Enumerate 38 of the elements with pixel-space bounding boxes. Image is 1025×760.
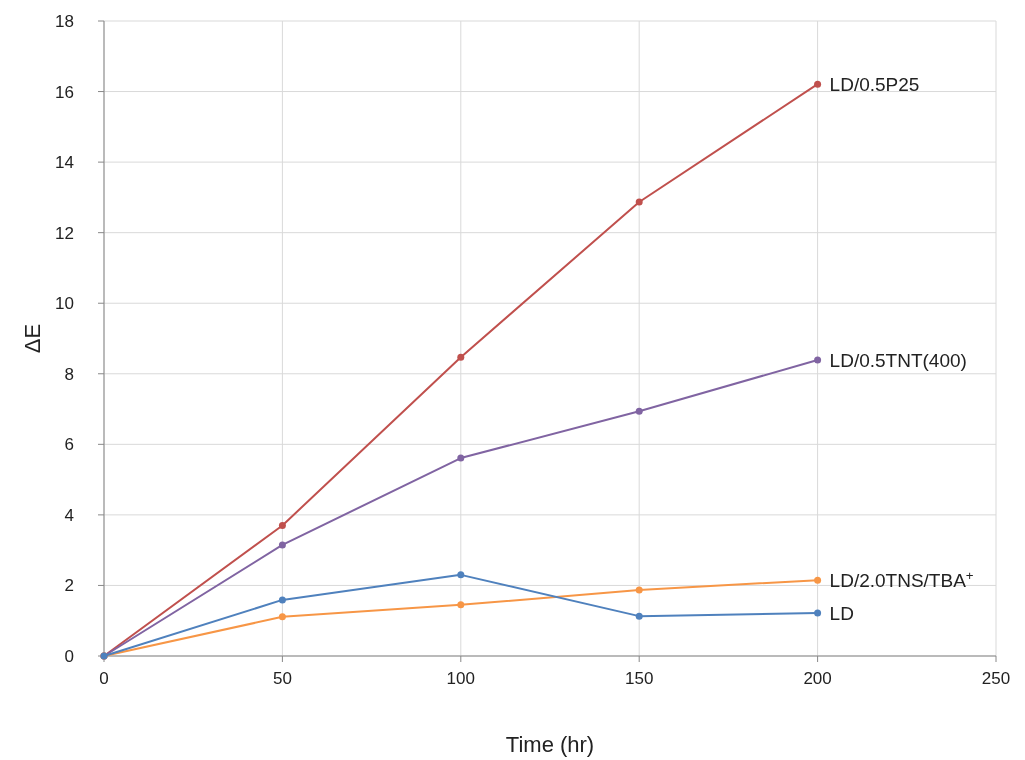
x-tick-label: 250 xyxy=(981,669,1011,688)
series-label: LD/0.5TNT(400) xyxy=(829,350,967,372)
y-tick-label: 12 xyxy=(55,223,74,243)
series-label: LD/2.0TNS/TBA$^{+}$ xyxy=(829,567,974,592)
point xyxy=(278,541,286,549)
y-tick-label: 6 xyxy=(64,435,74,455)
y-tick-label: 0 xyxy=(64,647,74,666)
series-label: LD xyxy=(829,602,854,624)
series-label: LD/0.5P25 xyxy=(829,74,920,96)
point xyxy=(457,601,465,609)
point xyxy=(457,454,465,462)
y-tick-label: 16 xyxy=(55,82,74,102)
point xyxy=(278,613,286,621)
y-tick-label: 2 xyxy=(64,576,74,596)
y-tick-label: 4 xyxy=(64,505,74,525)
y-tick-label: 10 xyxy=(55,294,74,314)
x-tick-label: 0 xyxy=(99,669,109,688)
x-tick-label: 150 xyxy=(625,669,654,688)
point xyxy=(635,198,643,206)
point xyxy=(457,571,465,579)
y-axis-title: ΔE xyxy=(20,323,45,354)
point xyxy=(278,521,286,529)
point xyxy=(457,353,465,361)
x-tick-label: 100 xyxy=(446,669,475,688)
point xyxy=(814,80,822,88)
point xyxy=(635,586,643,594)
point xyxy=(278,596,286,604)
y-tick-label: 18 xyxy=(55,12,74,31)
y-tick-label: 14 xyxy=(55,153,74,173)
x-tick-label: 200 xyxy=(803,669,832,688)
point xyxy=(814,356,822,364)
y-tick-label: 8 xyxy=(64,364,74,384)
x-tick-label: 50 xyxy=(272,669,292,688)
point xyxy=(635,407,643,415)
x-axis-title: Time (hr) xyxy=(505,732,595,757)
point xyxy=(635,612,643,620)
point xyxy=(814,609,822,617)
point xyxy=(814,576,822,584)
